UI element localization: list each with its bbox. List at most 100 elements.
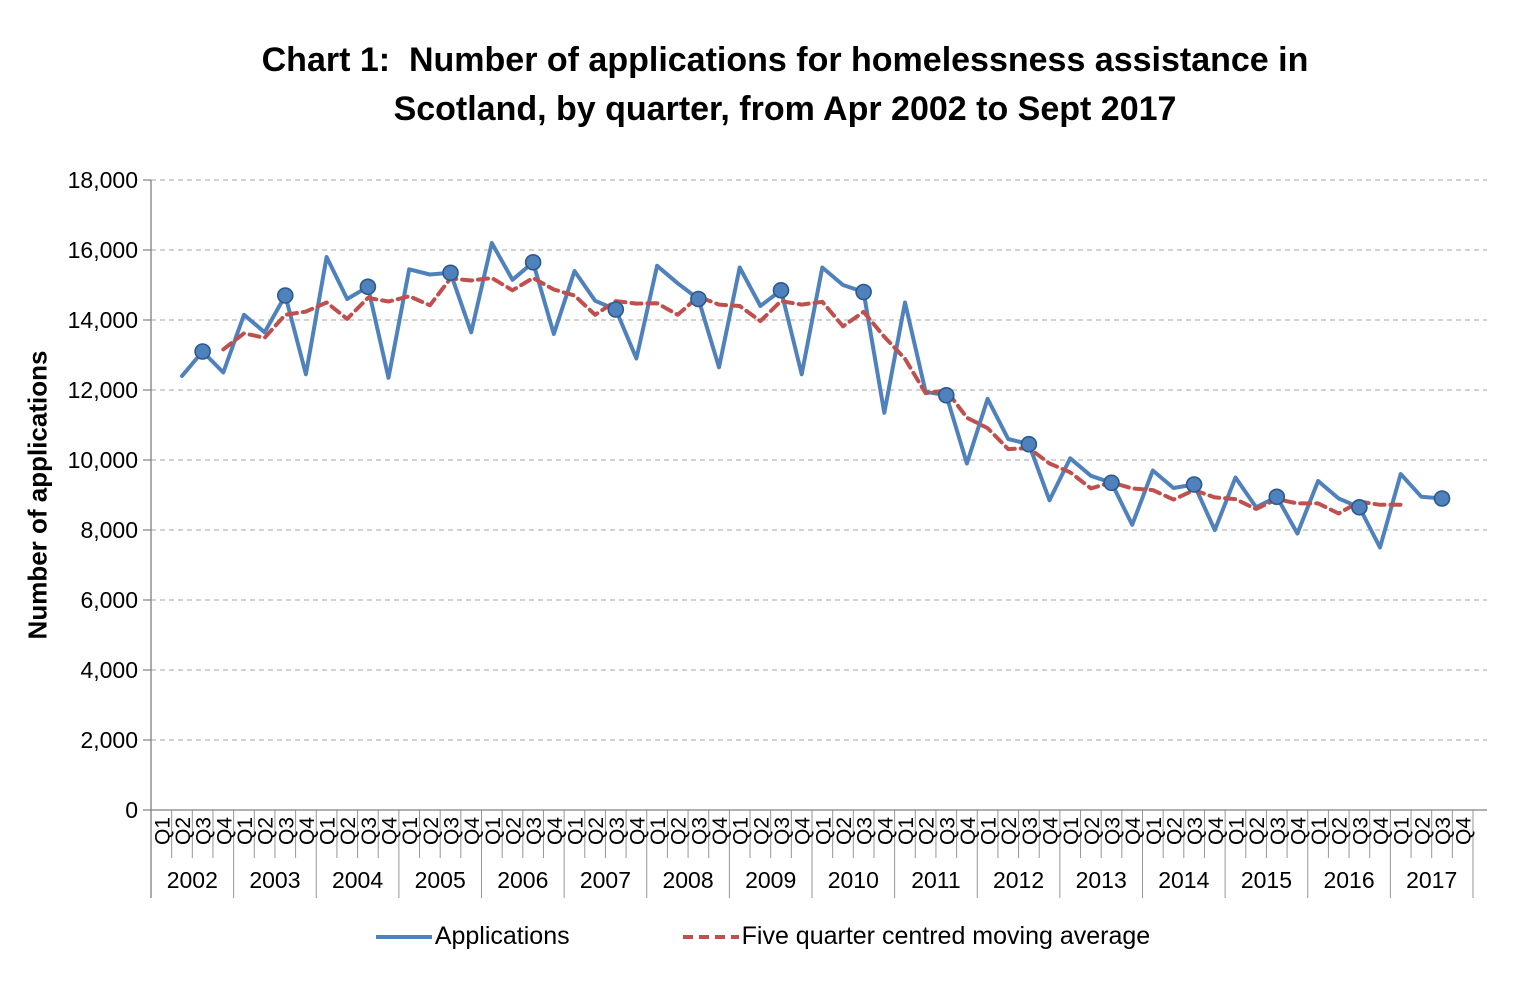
quarter-label: Q3 [771,817,794,845]
y-axis-tick-label: 0 [125,797,138,823]
data-point-marker [276,287,294,304]
quarter-label: Q4 [626,817,649,845]
quarter-label: Q3 [854,817,877,845]
y-axis-tick-label: 4,000 [80,657,138,683]
quarter-label: Q1 [647,817,670,845]
data-point-marker [194,343,211,360]
quarter-label: Q3 [441,817,464,845]
quarter-label: Q2 [1329,817,1352,845]
y-axis-tick-label: 10,000 [68,447,138,473]
data-point-marker [1268,488,1286,506]
quarter-label: Q3 [358,817,381,845]
quarter-label: Q4 [1205,817,1228,845]
y-axis-tick-label: 8,000 [80,517,138,543]
data-point-marker [607,301,625,318]
quarter-label: Q4 [1370,817,1393,845]
data-point-marker [690,290,707,308]
applications-line-swatch [375,934,432,939]
quarter-label: Q1 [1391,817,1414,845]
quarter-label: Q4 [544,817,567,845]
year-label: 2014 [1158,867,1209,893]
year-label: 2005 [415,867,466,893]
quarter-label: Q1 [1225,817,1248,845]
quarter-label: Q1 [234,817,257,845]
legend-item-moving-average: Five quarter centred moving average [682,922,1151,951]
quarter-label: Q4 [709,817,732,845]
quarter-label: Q3 [275,817,298,845]
quarter-label: Q4 [461,817,484,845]
year-label: 2003 [249,867,300,893]
quarter-label: Q2 [998,817,1021,845]
year-label: 2008 [662,867,713,893]
quarter-label: Q2 [337,817,360,845]
quarter-label: Q1 [1308,817,1331,845]
legend: Applications Five quarter centred moving… [0,922,1525,951]
year-label: 2012 [993,867,1044,893]
quarter-label: Q1 [730,817,753,845]
series-line-moving-average [221,276,1403,516]
data-point-marker [1103,474,1120,492]
data-point-marker [442,264,459,282]
y-axis-tick-label: 14,000 [68,307,138,333]
data-point-marker [855,283,872,301]
y-axis-tick-label: 6,000 [80,587,138,613]
quarter-label: Q2 [1081,817,1104,845]
year-label: 2017 [1406,867,1457,893]
quarter-label: Q2 [255,817,278,845]
quarter-label: Q3 [936,817,959,845]
quarter-label: Q1 [978,817,1001,845]
quarter-label: Q1 [895,817,918,845]
quarter-label: Q1 [1143,817,1166,845]
quarter-label: Q3 [1102,817,1125,845]
quarter-label: Q1 [399,817,422,845]
quarter-label: Q1 [482,817,505,845]
data-point-marker [1433,490,1451,507]
year-label: 2013 [1076,867,1127,893]
y-axis-tick-label: 16,000 [68,237,138,263]
quarter-label: Q3 [606,817,629,845]
legend-label-applications: Applications [434,922,570,950]
year-label: 2015 [1241,867,1292,893]
quarter-label: Q2 [585,817,608,845]
data-point-marker [524,253,542,271]
quarter-label: Q1 [812,817,835,845]
quarter-label: Q3 [523,817,546,845]
quarter-label: Q2 [833,817,856,845]
data-point-marker [1185,476,1203,493]
quarter-label: Q4 [1287,817,1310,845]
quarter-label: Q2 [916,817,939,845]
quarter-label: Q3 [1432,817,1455,845]
series-line-applications [180,241,1444,550]
quarter-label: Q2 [1411,817,1434,845]
year-label: 2016 [1323,867,1374,893]
data-point-marker [359,278,377,296]
quarter-label: Q3 [688,817,711,845]
quarter-label: Q3 [1184,817,1207,845]
data-point-marker [772,281,790,299]
chart-title-line-2: Scotland, by quarter, from Apr 2002 to S… [393,90,1177,128]
quarter-label: Q2 [1246,817,1269,845]
quarter-label: Q4 [379,817,402,845]
quarter-label: Q4 [296,817,319,845]
legend-item-applications: Applications [375,922,570,951]
year-label: 2011 [911,867,960,893]
quarter-label: Q1 [564,817,587,845]
chart-title: Chart 1: Number of applications for home… [45,36,1525,134]
quarter-label: Q2 [750,817,773,845]
year-label: 2007 [580,867,631,893]
moving-average-line-swatch [682,934,739,939]
legend-label-moving-average: Five quarter centred moving average [741,922,1151,950]
quarter-label: Q4 [957,817,980,845]
quarter-label: Q3 [193,817,216,845]
data-point-marker [937,386,955,404]
year-label: 2010 [828,867,879,893]
quarter-label: Q4 [1453,817,1476,845]
quarter-label: Q1 [151,817,174,845]
quarter-label: Q2 [172,817,195,845]
quarter-label: Q4 [792,817,815,845]
quarter-label: Q2 [420,817,443,845]
data-point-marker [1351,498,1368,516]
y-axis-tick-label: 12,000 [68,377,138,403]
